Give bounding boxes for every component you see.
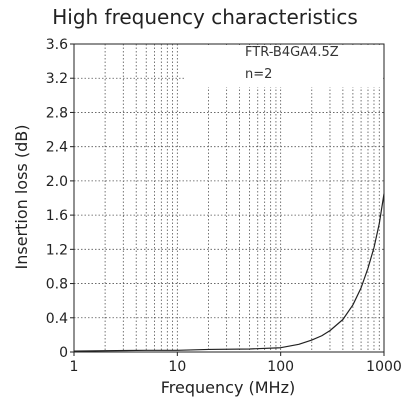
tick-labels: 0 0.4 0.8 1.2 1.6 2.0 2.4 2.8 3.2 3.6 1 10 100 1000: [46, 37, 402, 375]
x-tick-label: 1: [70, 359, 79, 375]
chart-title: High frequency characteristics: [52, 5, 358, 29]
annotation-layer: FTR-B4GA4.5Z n=2: [245, 45, 339, 82]
y-tick-label: 2.4: [46, 140, 68, 156]
y-tick-label: 0.4: [46, 311, 68, 327]
x-tick-label: 10: [168, 359, 186, 375]
y-tick-label: 2.8: [46, 105, 68, 121]
y-tick-label: 3.2: [46, 71, 68, 87]
x-tick-label: 100: [267, 359, 294, 375]
x-tick-label: 1000: [366, 359, 402, 375]
plot-frame: [73, 43, 385, 353]
annotation-sample-count: n=2: [245, 67, 272, 82]
y-tick-label: 1.2: [46, 242, 68, 258]
y-tick-label: 2.0: [46, 174, 68, 190]
x-axis-label: Frequency (MHz): [161, 378, 295, 397]
y-tick-label: 1.6: [46, 208, 68, 224]
annotation-background: [186, 45, 383, 87]
series-line: [73, 193, 385, 352]
annotation-model: FTR-B4GA4.5Z: [245, 45, 339, 60]
y-tick-label: 0: [59, 345, 68, 361]
y-axis-label: Insertion loss (dB): [12, 125, 31, 270]
y-tick-label: 0.8: [46, 277, 68, 293]
grid-lines: [74, 44, 384, 352]
y-tick-label: 3.6: [46, 37, 68, 53]
series-layer: [73, 193, 385, 352]
